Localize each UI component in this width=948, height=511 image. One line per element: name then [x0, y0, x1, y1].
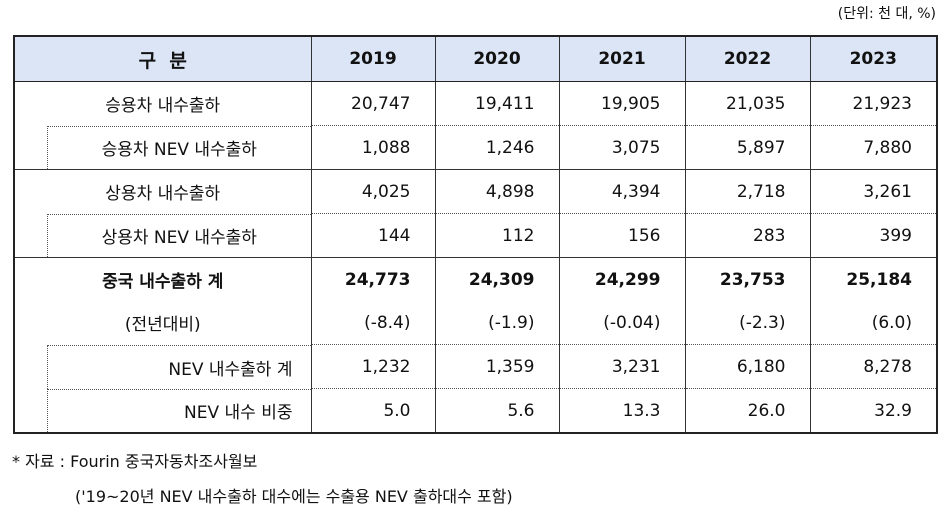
value-cell: 112: [434, 213, 560, 258]
value-cell: 21,923: [809, 81, 938, 126]
value-cell: 4,025: [310, 169, 436, 214]
row-label-cell: 상용차 NEV 내수출하: [14, 213, 311, 258]
header-year: 2019: [310, 35, 436, 82]
row-label: 상용차 NEV 내수출하: [47, 213, 311, 257]
value-cell: 5.0: [310, 388, 436, 433]
table-row: 중국 내수출하 계 24,773 24,309 24,299 23,753 25,184: [14, 257, 938, 301]
value-cell: 6,180: [684, 344, 811, 389]
row-label: 승용차 NEV 내수출하: [47, 125, 311, 169]
header-year: 2022: [684, 35, 811, 82]
value-cell: 21,035: [684, 81, 811, 126]
value-cell: (-8.4): [310, 301, 436, 345]
row-label: (전년대비): [124, 315, 201, 336]
header-year: 2021: [558, 35, 686, 82]
source-note: * 자료 : Fourin 중국자동차조사월보: [12, 452, 258, 471]
row-label-cell: 승용차 NEV 내수출하: [14, 125, 311, 170]
row-label-cell: NEV 내수 비중: [14, 388, 311, 434]
value-cell: 19,411: [434, 81, 560, 126]
table-row: (전년대비) (-8.4) (-1.9) (-0.04) (-2.3) (6.0): [14, 301, 938, 345]
row-label-cell: NEV 내수출하 계: [14, 344, 311, 389]
table-row: 승용차 내수출하 20,747 19,411 19,905 21,035 21,923: [14, 81, 938, 126]
value-cell: 24,299: [558, 257, 686, 301]
row-label-cell: (전년대비): [14, 301, 311, 345]
row-label: 중국 내수출하 계: [102, 272, 224, 292]
row-label-cell: 상용차 내수출하: [14, 169, 311, 214]
value-cell: 4,898: [434, 169, 560, 214]
value-cell: 5.6: [434, 388, 560, 433]
value-cell: 20,747: [310, 81, 436, 126]
value-cell: 3,075: [558, 125, 686, 170]
table-row: 상용차 내수출하 4,025 4,898 4,394 2,718 3,261: [14, 169, 938, 214]
value-cell: (6.0): [809, 301, 938, 345]
value-cell: 24,309: [434, 257, 560, 301]
table-row: NEV 내수 비중 5.0 5.6 13.3 26.0 32.9: [14, 388, 938, 434]
value-cell: (-0.04): [558, 301, 686, 345]
value-cell: 23,753: [684, 257, 811, 301]
header-row: 구 분 2019 2020 2021 2022 2023: [13, 35, 938, 82]
value-cell: 283: [684, 213, 811, 258]
row-label-cell: 승용차 내수출하: [14, 82, 311, 126]
value-cell: 3,261: [809, 169, 938, 214]
header-category: 구 분: [13, 35, 312, 82]
value-cell: 24,773: [310, 257, 436, 301]
row-label-cell: 중국 내수출하 계: [14, 257, 311, 301]
value-cell: 5,897: [684, 125, 811, 170]
value-cell: 399: [809, 213, 938, 258]
row-label: NEV 내수 비중: [47, 388, 311, 432]
value-cell: 1,359: [434, 344, 560, 389]
header-year: 2020: [434, 35, 560, 82]
table-row: 승용차 NEV 내수출하 1,088 1,246 3,075 5,897 7,880: [14, 125, 938, 170]
value-cell: 1,088: [310, 125, 436, 170]
row-label: 상용차 내수출하: [105, 184, 221, 205]
remark-note: ('19~20년 NEV 내수출하 대수에는 수출용 NEV 출하대수 포함): [75, 487, 513, 506]
value-cell: 1,246: [434, 125, 560, 170]
value-cell: 7,880: [809, 125, 938, 170]
value-cell: 4,394: [558, 169, 686, 214]
value-cell: 8,278: [809, 344, 938, 389]
value-cell: 19,905: [558, 81, 686, 126]
value-cell: 144: [310, 213, 436, 258]
value-cell: (-1.9): [434, 301, 560, 345]
unit-label: (단위: 천 대, %): [837, 6, 936, 22]
nev-shipment-table: 구 분 2019 2020 2021 2022 2023 승용차 내수출하 20,…: [13, 35, 938, 434]
value-cell: 25,184: [809, 257, 938, 301]
value-cell: 13.3: [558, 388, 686, 433]
table-row: 상용차 NEV 내수출하 144 112 156 283 399: [14, 213, 938, 258]
row-label: NEV 내수출하 계: [47, 344, 311, 389]
header-year: 2023: [809, 35, 938, 82]
value-cell: 156: [558, 213, 686, 258]
value-cell: 3,231: [558, 344, 686, 389]
table-row: NEV 내수출하 계 1,232 1,359 3,231 6,180 8,278: [14, 344, 938, 389]
value-cell: 26.0: [684, 388, 811, 433]
value-cell: 1,232: [310, 344, 436, 389]
row-label: 승용차 내수출하: [105, 96, 221, 117]
value-cell: 32.9: [809, 388, 938, 433]
value-cell: (-2.3): [684, 301, 811, 345]
value-cell: 2,718: [684, 169, 811, 214]
